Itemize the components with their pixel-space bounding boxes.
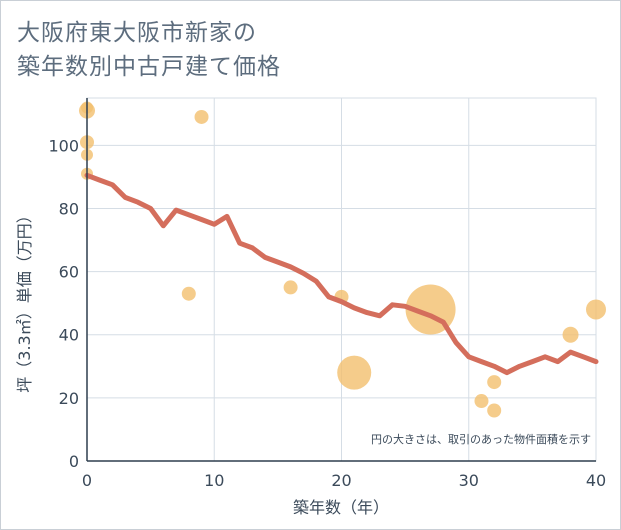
y-tick-label: 60 bbox=[59, 263, 79, 282]
data-bubble bbox=[487, 403, 502, 418]
chart-title-line1: 大阪府東大阪市新家の bbox=[17, 20, 257, 46]
x-tick-label: 10 bbox=[204, 471, 224, 490]
grid-lines bbox=[86, 97, 597, 462]
x-tick-label: 30 bbox=[459, 471, 479, 490]
x-tick-label: 0 bbox=[82, 471, 92, 490]
x-tick-label: 40 bbox=[586, 471, 606, 490]
chart-title-line2: 築年数別中古戸建て価格 bbox=[17, 54, 281, 80]
y-tick-label: 0 bbox=[69, 452, 79, 471]
trend-line bbox=[84, 172, 599, 376]
bubbles bbox=[79, 101, 606, 418]
data-bubble bbox=[194, 109, 209, 124]
chart-title: 大阪府東大阪市新家の 築年数別中古戸建て価格 bbox=[17, 16, 281, 84]
data-bubble bbox=[283, 280, 298, 295]
tick-labels: 0 10 20 30 40 0 20 40 60 80 100 bbox=[48, 136, 606, 490]
axes bbox=[86, 98, 596, 462]
size-note: 円の大きさは、取引のあった物件面積を示す bbox=[371, 432, 591, 446]
data-bubble bbox=[181, 286, 196, 301]
data-bubble bbox=[474, 394, 489, 409]
y-tick-label: 20 bbox=[59, 389, 79, 408]
y-axis-label: 坪（3.3㎡）単価（万円） bbox=[15, 207, 34, 392]
y-tick-label: 80 bbox=[59, 199, 79, 218]
data-bubble bbox=[337, 355, 372, 390]
y-tick-label: 40 bbox=[59, 326, 79, 345]
x-tick-label: 20 bbox=[331, 471, 351, 490]
x-axis-label: 築年数（年） bbox=[293, 498, 389, 517]
data-bubble bbox=[487, 375, 502, 390]
data-bubble bbox=[586, 299, 606, 320]
y-tick-label: 100 bbox=[48, 136, 79, 155]
data-bubble bbox=[562, 326, 579, 343]
